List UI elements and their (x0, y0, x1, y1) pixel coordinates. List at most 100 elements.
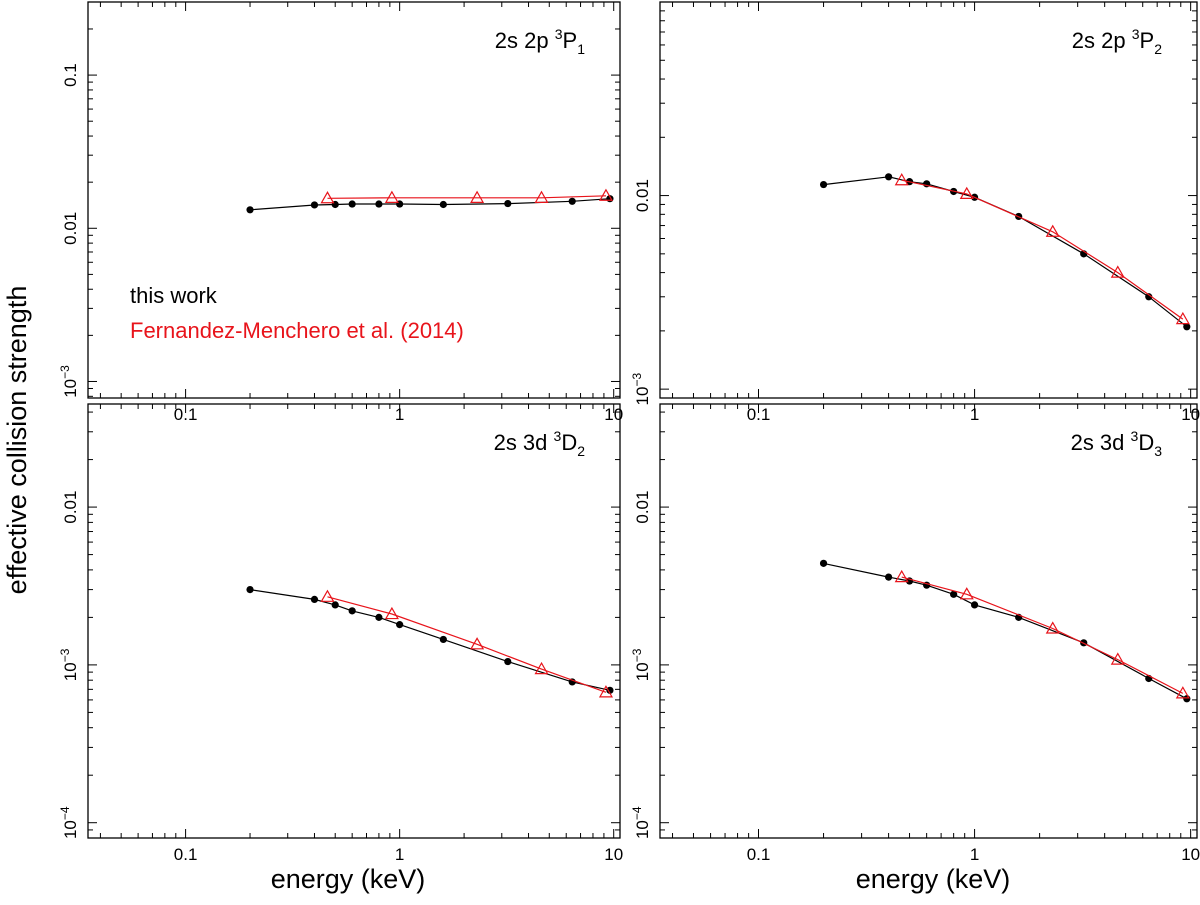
data-point-this-work (375, 613, 383, 621)
y-tick-label: 0.01 (633, 491, 652, 524)
data-point-this-work (568, 197, 576, 205)
data-point-reference (534, 661, 549, 675)
data-point-reference (320, 589, 335, 602)
x-axis-label-left: energy (keV) (271, 864, 426, 894)
y-tick-exponent: −3 (58, 648, 72, 662)
data-point-reference (534, 190, 549, 203)
x-axis-label-right: energy (keV) (856, 864, 1011, 894)
y-tick-exponent: −4 (58, 806, 72, 820)
data-point-this-work (310, 595, 319, 604)
data-point-this-work (504, 199, 512, 208)
y-tick-base: 10 (633, 662, 652, 681)
panel-title-superscript: 3 (554, 428, 562, 444)
panel-title-superscript: 3 (1131, 428, 1139, 444)
data-point-reference (1175, 686, 1190, 699)
y-tick-label: 10−3 (58, 365, 80, 398)
panel-title: 2s 2p 3P1 (495, 26, 585, 57)
y-tick-base: 10 (61, 820, 80, 839)
y-tick-label: 10−4 (630, 806, 652, 839)
y-tick-label: 10−3 (58, 648, 80, 681)
series-line-reference (901, 179, 1184, 320)
x-tick-label: 10 (604, 405, 623, 424)
panel-title-term: P (563, 28, 578, 53)
series-line-reference (327, 195, 607, 199)
panel-title-term: D (561, 430, 577, 455)
y-tick-label: 10−3 (630, 373, 652, 406)
data-point-reference (320, 191, 335, 204)
data-point-this-work (439, 200, 447, 209)
panel-title: 2s 2p 3P2 (1072, 26, 1162, 57)
panel-title-subscript: 3 (1154, 443, 1162, 459)
data-point-reference (598, 685, 613, 698)
data-point-this-work (439, 635, 447, 644)
data-point-reference (470, 637, 485, 650)
panel-title-subscript: 2 (1154, 41, 1162, 57)
y-tick-label: 10−4 (58, 806, 80, 839)
panel-title-subscript: 2 (577, 443, 585, 459)
panel-title-main: 2s 2p (495, 28, 555, 53)
data-point-this-work (331, 601, 339, 609)
legend-reference: Fernandez-Menchero et al. (2014) (130, 318, 464, 343)
data-point-reference (1110, 652, 1125, 665)
series-line-this-work (249, 198, 610, 211)
x-tick-label: 1 (970, 845, 979, 864)
data-point-this-work (375, 200, 383, 208)
data-point-this-work (1145, 293, 1153, 301)
x-tick-label: 1 (395, 405, 404, 424)
data-point-this-work (819, 559, 828, 567)
series-line-this-work (249, 589, 611, 691)
y-tick-label: 0.01 (61, 491, 80, 524)
plot-frame (87, 1, 621, 399)
data-point-this-work (246, 206, 254, 214)
data-point-this-work (1183, 323, 1191, 331)
x-tick-label: 1 (970, 405, 979, 424)
data-point-this-work (884, 173, 893, 181)
x-tick-label: 10 (1181, 845, 1200, 864)
chart-panel-4: 0.1 1 10 0.01 10−3 10−4 2s 3d 3D3 (630, 403, 1200, 864)
data-point-reference (1110, 265, 1125, 278)
data-point-reference (1045, 621, 1060, 634)
data-point-reference (959, 186, 974, 200)
y-tick-label: 0.01 (61, 212, 80, 245)
data-point-reference (894, 569, 909, 583)
panel-title: 2s 3d 3D3 (1071, 428, 1163, 459)
x-tick-label: 0.1 (174, 405, 198, 424)
plot-frame (87, 403, 621, 839)
data-point-this-work (348, 607, 356, 615)
panel-title: 2s 3d 3D2 (494, 428, 586, 459)
data-point-reference (959, 587, 974, 600)
data-point-reference (384, 190, 399, 203)
legend-this-work: this work (130, 283, 218, 308)
series-line-this-work (823, 176, 1188, 328)
y-tick-base: 10 (61, 662, 80, 681)
data-point-this-work (396, 621, 404, 629)
x-tick-label: 10 (604, 845, 623, 864)
data-point-this-work (348, 200, 356, 208)
x-tick-label: 0.1 (747, 405, 771, 424)
data-point-this-work (504, 657, 512, 666)
plot-frame (659, 1, 1198, 399)
x-tick-label: 10 (1181, 405, 1200, 424)
panel-title-superscript: 3 (555, 26, 563, 42)
panel-title-main: 2s 3d (1071, 430, 1131, 455)
data-point-this-work (310, 201, 319, 209)
series-line-reference (327, 596, 607, 693)
data-point-reference (1175, 311, 1190, 325)
x-tick-label: 0.1 (747, 845, 771, 864)
data-point-this-work (606, 686, 614, 694)
y-axis-label: effective collision strength (2, 286, 32, 595)
data-point-this-work (970, 601, 979, 609)
x-tick-label: 0.1 (174, 845, 198, 864)
y-tick-label: 10−3 (630, 648, 652, 681)
y-tick-base: 10 (633, 820, 652, 839)
data-point-reference (384, 606, 399, 620)
x-tick-label: 1 (395, 845, 404, 864)
data-point-this-work (950, 590, 958, 598)
panel-title-term: P (1140, 28, 1155, 53)
data-point-reference (598, 188, 613, 201)
panel-title-main: 2s 2p (1072, 28, 1132, 53)
panel-title-main: 2s 3d (494, 430, 554, 455)
